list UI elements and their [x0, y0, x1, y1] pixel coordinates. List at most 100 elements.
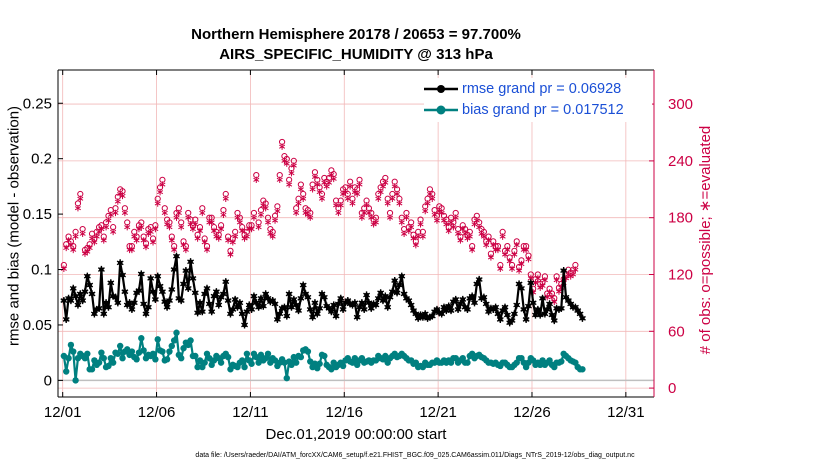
obs-evaluated-point: [293, 209, 300, 217]
rmse-point-asterisk: [79, 296, 87, 305]
rmse-point-asterisk: [273, 315, 281, 324]
rmse-point-asterisk: [95, 304, 103, 312]
obs-evaluated-point: [248, 225, 255, 233]
rmse-point-asterisk: [358, 299, 366, 307]
obs-evaluated-point: [157, 188, 164, 196]
rmse-point-asterisk: [205, 300, 213, 308]
obs-evaluated-point: [452, 214, 459, 221]
rmse-point-asterisk: [222, 278, 230, 286]
bias-point: [105, 362, 112, 370]
bias-point: [264, 350, 272, 357]
rmse-point-asterisk: [88, 290, 96, 298]
rmse-point-asterisk: [119, 271, 126, 279]
obs-evaluated-point: [208, 219, 215, 226]
rmse-point-asterisk: [363, 291, 371, 299]
obs-evaluated-point: [480, 233, 487, 240]
obs-evaluated-point: [469, 246, 476, 254]
obs-evaluated-point: [408, 223, 415, 231]
rmse-point-asterisk: [112, 293, 119, 301]
obs-evaluated-point: [325, 179, 333, 186]
obs-evaluated-point: [63, 244, 70, 252]
obs-evaluated-point: [114, 198, 121, 205]
rmse-point-asterisk: [271, 300, 279, 308]
bias-point: [177, 355, 185, 362]
bias-point: [84, 350, 91, 357]
bias-point: [138, 335, 145, 342]
rmse-point-asterisk: [304, 293, 312, 301]
rmse-point-asterisk: [546, 300, 554, 308]
bias-point: [100, 355, 107, 362]
rmse-point-asterisk: [557, 304, 565, 312]
x-tick-label: 12/21: [419, 404, 457, 421]
y-right-tick-label: 240: [668, 153, 693, 170]
rmse-point-asterisk: [215, 301, 223, 309]
obs-evaluated-point: [229, 239, 236, 246]
rmse-point-asterisk: [189, 274, 197, 282]
obs-evaluated-point: [316, 188, 323, 196]
rmse-point-asterisk: [149, 288, 157, 296]
bias-point: [67, 341, 75, 349]
bias-point: [109, 359, 117, 366]
obs-evaluated-point: [330, 175, 337, 183]
obs-evaluated-point: [497, 265, 504, 273]
obs-evaluated-point: [128, 246, 135, 254]
legend-label-rmse: rmse grand pr = 0.06928: [462, 81, 622, 97]
rmse-point-asterisk: [62, 315, 70, 324]
bias-point: [168, 342, 175, 350]
rmse-point-asterisk: [212, 288, 220, 296]
bias-point: [180, 345, 187, 352]
bias-point: [201, 359, 208, 366]
obs-evaluated-point: [201, 239, 208, 246]
obs-evaluated-point: [168, 237, 175, 244]
rmse-point-asterisk: [285, 290, 293, 298]
rmse-point-asterisk: [182, 267, 190, 275]
obs-evaluated-point: [511, 251, 518, 258]
obs-evaluated-point: [138, 223, 145, 231]
rmse-point-asterisk: [452, 295, 460, 304]
x-tick-label: 12/31: [607, 404, 645, 421]
obs-evaluated-point: [283, 160, 290, 167]
rmse-point-asterisk: [69, 284, 77, 292]
rmse-point-asterisk: [578, 314, 586, 322]
obs-evaluated-point: [121, 209, 128, 217]
rmse-point-asterisk: [407, 301, 415, 309]
y-left-tick-label: 0.2: [31, 151, 52, 168]
rmse-point-asterisk: [398, 272, 406, 280]
obs-evaluated-point: [525, 256, 532, 263]
obs-evaluated-point: [147, 228, 154, 236]
rmse-point-asterisk: [332, 312, 340, 320]
rmse-point-asterisk: [548, 311, 556, 319]
rmse-point-asterisk: [257, 294, 265, 302]
obs-evaluated-point: [368, 214, 375, 221]
obs-evaluated-point: [281, 157, 288, 165]
obs-evaluated-point: [546, 289, 553, 296]
obs-evaluated-point: [110, 228, 117, 236]
obs-evaluated-point: [539, 282, 546, 290]
bias-point: [98, 349, 105, 356]
rmse-point-asterisk: [100, 310, 108, 318]
obs-evaluated-point: [65, 237, 72, 244]
obs-evaluated-point: [445, 227, 452, 235]
chart-title: Northern Hemisphere 20178 / 20653 = 97.7…: [191, 26, 521, 43]
obs-evaluated-point: [382, 179, 389, 186]
bias-point: [217, 359, 225, 366]
rmse-point-asterisk: [295, 306, 302, 315]
x-tick-label: 12/01: [44, 404, 82, 421]
obs-evaluated-point: [112, 209, 119, 217]
obs-evaluated-point: [311, 173, 318, 181]
rmse-point-asterisk: [337, 294, 345, 302]
bias-point: [257, 351, 265, 359]
obs-evaluated-point: [466, 233, 473, 240]
obs-evaluated-point: [274, 207, 281, 215]
rmse-point-asterisk: [135, 286, 143, 295]
bias-point: [116, 342, 124, 350]
bias-point: [70, 348, 77, 355]
rmse-point-asterisk: [74, 301, 82, 309]
rmse-point-asterisk: [299, 281, 307, 289]
obs-evaluated-point: [485, 237, 492, 244]
bias-point: [297, 353, 305, 361]
obs-evaluated-point: [194, 235, 201, 242]
obs-evaluated-point: [297, 186, 304, 193]
rmse-point-asterisk: [522, 315, 530, 324]
bias-point: [119, 355, 126, 362]
